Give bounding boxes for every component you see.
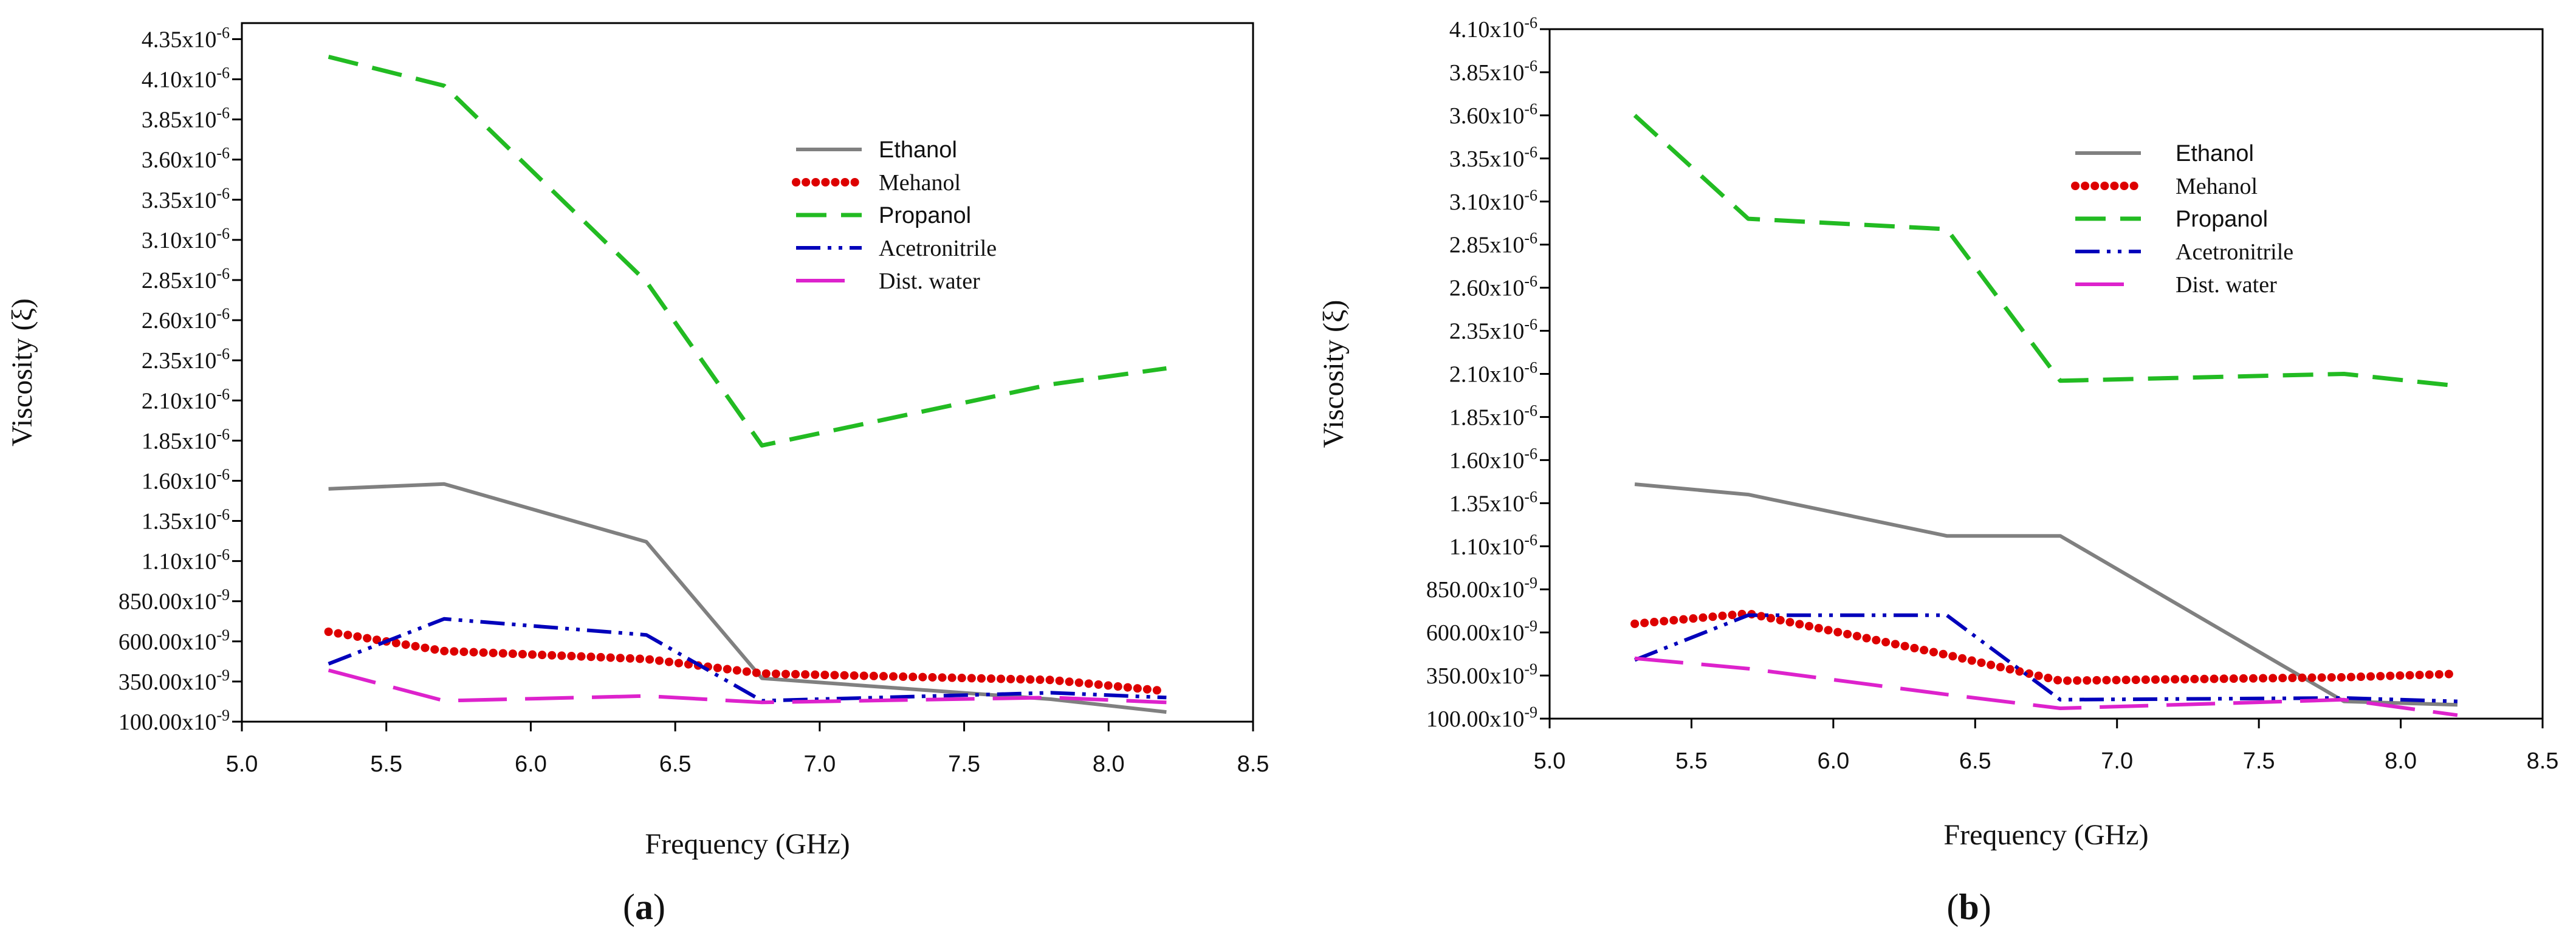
y-tick-label: 4.10x10-6 bbox=[142, 64, 230, 93]
x-tick-label: 8.0 bbox=[2385, 748, 2417, 774]
y-tick-label: 3.10x10-6 bbox=[142, 225, 230, 253]
legend-label: Mehanol bbox=[2176, 174, 2258, 199]
y-tick-label: 2.35x10-6 bbox=[142, 345, 230, 374]
legend-label: Acetronitrile bbox=[879, 236, 997, 261]
y-tick-label: 4.35x10-6 bbox=[142, 24, 230, 52]
series-line-ethanol bbox=[1634, 482, 2458, 707]
y-tick-label: 2.35x10-6 bbox=[1449, 316, 1537, 344]
y-tick-label: 2.60x10-6 bbox=[142, 305, 230, 333]
series-line-dist-water bbox=[328, 668, 1167, 705]
y-tick-label: 2.10x10-6 bbox=[1449, 359, 1537, 388]
x-tick-label: 6.0 bbox=[1817, 748, 1849, 774]
x-tick-label: 8.5 bbox=[1237, 751, 1269, 777]
y-tick-label: 1.35x10-6 bbox=[142, 506, 230, 535]
y-tick-label: 3.10x10-6 bbox=[1449, 186, 1537, 215]
y-tick-label: 1.35x10-6 bbox=[1449, 488, 1537, 516]
series-line-propanol bbox=[1633, 114, 2458, 388]
y-tick-label: 600.00x10-9 bbox=[1426, 617, 1537, 646]
series-line-mehanol bbox=[1630, 609, 2462, 685]
y-tick-label: 100.00x10-9 bbox=[118, 706, 230, 735]
series-line-acetronitrile bbox=[1633, 613, 2458, 703]
x-tick-label: 6.0 bbox=[515, 751, 547, 777]
legend-label: Ethanol bbox=[879, 137, 957, 163]
series-line-ethanol bbox=[328, 482, 1167, 714]
panel-label: (a) bbox=[623, 887, 665, 927]
y-tick-label: 3.35x10-6 bbox=[142, 185, 230, 213]
y-tick-label: 2.60x10-6 bbox=[1449, 273, 1537, 301]
x-tick-label: 5.0 bbox=[1534, 748, 1566, 774]
legend-label: Propanol bbox=[879, 203, 971, 228]
legend-label: Dist. water bbox=[879, 268, 980, 294]
x-tick-label: 5.0 bbox=[226, 751, 258, 777]
y-tick-label: 2.85x10-6 bbox=[142, 265, 230, 293]
x-tick-label: 5.5 bbox=[1675, 748, 1708, 774]
chart-panel-a: 5.0 5.5 6.0 6.5 7.0 7.5 8.0 8.5 100.00x10-9 350.0… bbox=[6, 22, 1269, 927]
x-axis-label: Frequency (GHz) bbox=[1943, 819, 2148, 851]
y-tick-label: 3.85x10-6 bbox=[142, 104, 230, 133]
x-tick-label: 7.5 bbox=[2243, 748, 2275, 774]
y-tick-label: 1.60x10-6 bbox=[1449, 445, 1537, 473]
x-tick-label: 7.5 bbox=[948, 751, 980, 777]
chart-panel-b: 5.0 5.5 6.0 6.5 7.0 7.5 8.0 8.5 100.00x10-9 350.0… bbox=[1317, 14, 2558, 927]
x-tick-label: 6.5 bbox=[1959, 748, 1991, 774]
x-tick-label: 7.0 bbox=[2101, 748, 2133, 774]
x-axis-label: Frequency (GHz) bbox=[645, 828, 850, 860]
legend-label: Dist. water bbox=[2176, 272, 2277, 298]
y-axis-label: Viscosity (ξ) bbox=[6, 298, 38, 446]
series-line-dist-water bbox=[1634, 656, 2458, 717]
x-tick-label: 6.5 bbox=[659, 751, 692, 777]
y-axis-label: Viscosity (ξ) bbox=[1317, 300, 1350, 448]
y-tick-label: 2.10x10-6 bbox=[142, 385, 230, 414]
y-tick-label: 3.60x10-6 bbox=[142, 145, 230, 173]
plot-frame bbox=[1548, 28, 2544, 720]
y-tick-label: 350.00x10-9 bbox=[1426, 660, 1537, 689]
y-tick-label: 4.10x10-6 bbox=[1449, 14, 1537, 43]
y-tick-label: 100.00x10-9 bbox=[1426, 703, 1537, 732]
legend: Ethanol Mehanol Propanol Acetronitrile Dist.… bbox=[2071, 141, 2293, 298]
series-line-propanol bbox=[328, 55, 1167, 448]
y-tick-label: 1.85x10-6 bbox=[142, 425, 230, 454]
plot-frame bbox=[241, 22, 1254, 723]
panel-label: (b) bbox=[1946, 887, 1991, 927]
legend-label: Propanol bbox=[2176, 207, 2268, 232]
x-tick-label: 5.5 bbox=[370, 751, 402, 777]
x-tick-label: 8.5 bbox=[2527, 748, 2559, 774]
y-tick-label: 350.00x10-9 bbox=[118, 666, 230, 695]
y-tick-label: 850.00x10-9 bbox=[1426, 574, 1537, 603]
legend: Ethanol Mehanol Propanol Acetronitrile Dist.… bbox=[792, 137, 997, 294]
y-tick-label: 2.85x10-6 bbox=[1449, 230, 1537, 258]
y-tick-label: 3.60x10-6 bbox=[1449, 100, 1537, 129]
x-tick-label: 8.0 bbox=[1093, 751, 1125, 777]
y-tick-label: 1.85x10-6 bbox=[1449, 402, 1537, 430]
y-tick-label: 3.35x10-6 bbox=[1449, 143, 1537, 172]
y-tick-label: 1.10x10-6 bbox=[1449, 531, 1537, 559]
y-tick-label: 1.60x10-6 bbox=[142, 465, 230, 494]
series-line-acetronitrile bbox=[328, 617, 1167, 703]
y-tick-label: 850.00x10-9 bbox=[118, 586, 230, 615]
legend-label: Mehanol bbox=[879, 170, 961, 196]
x-tick-label: 7.0 bbox=[803, 751, 836, 777]
y-tick-label: 1.10x10-6 bbox=[142, 546, 230, 575]
y-tick-label: 600.00x10-9 bbox=[118, 626, 230, 655]
legend-label: Acetronitrile bbox=[2176, 239, 2293, 265]
legend-label: Ethanol bbox=[2176, 141, 2254, 166]
y-tick-label: 3.85x10-6 bbox=[1449, 57, 1537, 86]
